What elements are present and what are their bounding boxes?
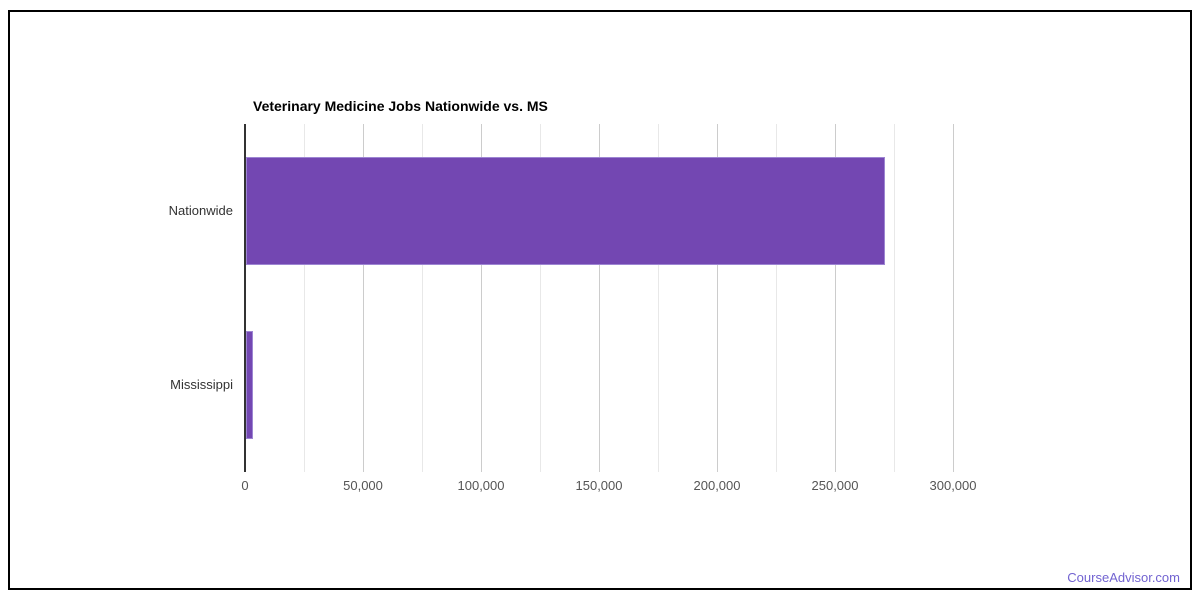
- gridline-major: [481, 124, 482, 472]
- plot-area: [244, 124, 954, 472]
- chart-title: Veterinary Medicine Jobs Nationwide vs. …: [253, 98, 548, 114]
- gridline-minor: [540, 124, 541, 472]
- gridline-major: [599, 124, 600, 472]
- category-label-nationwide: Nationwide: [168, 203, 233, 218]
- x-tick-label: 300,000: [929, 478, 977, 493]
- bar-mississippi: [246, 331, 253, 439]
- category-label-mississippi: Mississippi: [170, 377, 233, 392]
- gridline-minor: [304, 124, 305, 472]
- y-axis-line: [244, 124, 246, 472]
- gridline-major: [953, 124, 954, 472]
- x-tick-label: 150,000: [575, 478, 623, 493]
- gridline-major: [717, 124, 718, 472]
- gridline-minor: [422, 124, 423, 472]
- gridline-major: [835, 124, 836, 472]
- courseadvisor-link[interactable]: CourseAdvisor.com: [1067, 570, 1180, 585]
- x-tick-label: 200,000: [693, 478, 741, 493]
- gridline-major: [363, 124, 364, 472]
- x-tick-label: 100,000: [457, 478, 505, 493]
- bar-nationwide: [246, 157, 885, 265]
- x-tick-label: 250,000: [811, 478, 859, 493]
- chart-border-frame: Veterinary Medicine Jobs Nationwide vs. …: [8, 10, 1192, 590]
- gridline-minor: [776, 124, 777, 472]
- x-tick-label: 50,000: [343, 478, 383, 493]
- x-tick-label: 0: [241, 478, 249, 493]
- gridline-minor: [894, 124, 895, 472]
- gridline-minor: [658, 124, 659, 472]
